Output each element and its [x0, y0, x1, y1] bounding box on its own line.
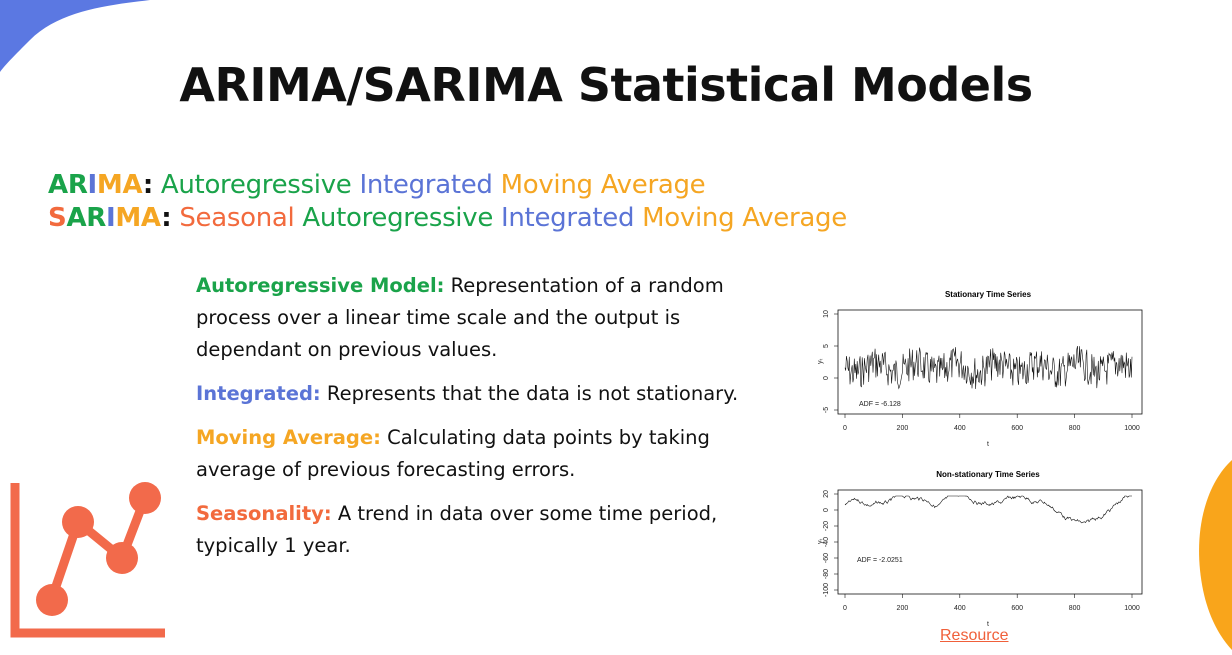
adf-annotation: ADF = -6.128: [859, 401, 901, 408]
x-tick-label: 1000: [1124, 425, 1140, 432]
arima-word-integrated: Integrated: [359, 170, 493, 200]
definition-integrated: Integrated: Represents that the data is …: [196, 378, 766, 410]
y-axis-label: yₜ: [817, 538, 824, 544]
arima-letters-i: I: [87, 170, 98, 200]
definition-text: Calculating data points by taking averag…: [196, 426, 710, 481]
x-axis-label: t: [987, 441, 989, 448]
page-title: ARIMA/SARIMA Statistical Models: [179, 58, 1033, 112]
y-tick-label: -40: [823, 537, 830, 547]
sarima-word-seasonal: Seasonal: [179, 203, 295, 233]
plot-title: Non-stationary Time Series: [936, 470, 1040, 479]
arima-letters-ar: AR: [48, 170, 88, 200]
x-tick-label: 600: [1011, 605, 1023, 612]
x-tick-label: 400: [954, 425, 966, 432]
x-tick-label: 600: [1011, 425, 1023, 432]
y-tick-label: 0: [823, 508, 830, 512]
sarima-letters-ma: MA: [115, 203, 162, 233]
x-tick-label: 800: [1069, 425, 1081, 432]
definition-term: Autoregressive Model:: [196, 274, 445, 297]
definition-autoregressive: Autoregressive Model: Representation of …: [196, 270, 766, 366]
x-axis-label: t: [987, 621, 989, 628]
y-tick-label: 5: [823, 344, 830, 348]
sarima-letters-s: S: [48, 203, 67, 233]
y-tick-label: -80: [823, 569, 830, 579]
definition-text: Represents that the data is not stationa…: [320, 382, 739, 405]
y-tick-label: -60: [823, 553, 830, 563]
y-axis-label: yₜ: [817, 358, 824, 364]
definition-text: A trend in data over some time period, t…: [196, 502, 718, 557]
adf-annotation: ADF = -2.0251: [857, 557, 903, 564]
nonstationary-series-plot: Non-stationary Time Series yₜ 200-20-40-…: [817, 470, 1143, 628]
series-line: [844, 495, 1132, 524]
definition-seasonality: Seasonality: A trend in data over some t…: [196, 498, 766, 562]
arima-word-moving-average: Moving Average: [500, 170, 706, 200]
y-tick-label: -100: [823, 583, 830, 597]
definition-moving-average: Moving Average: Calculating data points …: [196, 422, 766, 486]
corner-blue-shape: [0, 0, 150, 72]
corner-orange-shape: [1199, 460, 1232, 650]
definition-text: Representation of a random process over …: [196, 274, 724, 361]
plot-title: Stationary Time Series: [945, 290, 1032, 299]
y-tick-label: 0: [823, 376, 830, 380]
series-line: [844, 345, 1133, 390]
x-tick-label: 1000: [1124, 605, 1140, 612]
x-tick-label: 200: [897, 605, 909, 612]
arima-letters-ma: MA: [96, 170, 143, 200]
x-tick-label: 200: [897, 425, 909, 432]
sarima-expansion: SARIMA: Seasonal Autoregressive Integrat…: [48, 203, 847, 233]
plot-frame: [837, 309, 1143, 415]
definition-term: Seasonality:: [196, 502, 332, 525]
y-tick-label: -5: [823, 407, 830, 413]
plot-frame: [837, 489, 1143, 595]
sarima-letters-i: I: [105, 203, 116, 233]
arima-word-autoregressive: Autoregressive: [160, 170, 352, 200]
x-tick-label: 400: [954, 605, 966, 612]
sarima-word-moving-average: Moving Average: [642, 203, 847, 233]
x-tick-label: 800: [1069, 605, 1081, 612]
arima-colon: :: [142, 170, 153, 200]
stationary-series-plot: Stationary Time Series yₜ 10 5 0 -5 0 200 400…: [817, 290, 1143, 448]
x-tick-label: 0: [843, 425, 847, 432]
definition-term: Moving Average:: [196, 426, 381, 449]
y-tick-label: 10: [823, 310, 830, 318]
y-tick-label: 20: [823, 490, 830, 498]
arima-expansion: ARIMA: Autoregressive Integrated Moving …: [48, 170, 706, 200]
resource-link[interactable]: Resource: [940, 627, 1009, 644]
sarima-word-integrated: Integrated: [501, 203, 635, 233]
definition-term: Integrated:: [196, 382, 321, 405]
sarima-colon: :: [161, 203, 172, 233]
sarima-word-autoregressive: Autoregressive: [302, 203, 494, 233]
x-tick-label: 0: [843, 605, 847, 612]
sarima-letters-ar: AR: [66, 203, 106, 233]
line-chart-icon: [10, 482, 165, 638]
definitions-list: Autoregressive Model: Representation of …: [196, 270, 766, 574]
y-tick-label: -20: [823, 521, 830, 531]
